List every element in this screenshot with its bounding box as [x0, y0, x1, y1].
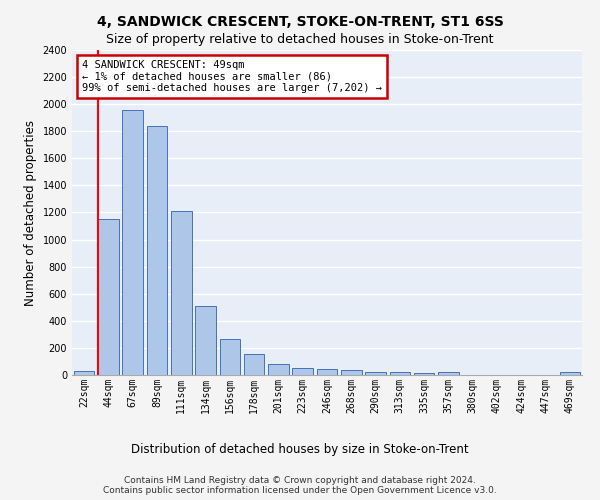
Bar: [146, 126, 167, 375]
Bar: [74, 371, 94, 375]
Bar: [365, 372, 386, 375]
Bar: [171, 211, 191, 375]
Bar: [244, 354, 265, 375]
Text: 4, SANDWICK CRESCENT, STOKE-ON-TRENT, ST1 6SS: 4, SANDWICK CRESCENT, STOKE-ON-TRENT, ST…: [97, 15, 503, 29]
Bar: [195, 306, 216, 375]
Bar: [98, 220, 119, 375]
Bar: [122, 110, 143, 375]
Text: 4 SANDWICK CRESCENT: 49sqm
← 1% of detached houses are smaller (86)
99% of semi-: 4 SANDWICK CRESCENT: 49sqm ← 1% of detac…: [82, 60, 382, 93]
Bar: [341, 370, 362, 375]
Text: Distribution of detached houses by size in Stoke-on-Trent: Distribution of detached houses by size …: [131, 442, 469, 456]
Bar: [414, 373, 434, 375]
Bar: [560, 372, 580, 375]
Y-axis label: Number of detached properties: Number of detached properties: [24, 120, 37, 306]
Bar: [268, 364, 289, 375]
Bar: [389, 372, 410, 375]
Bar: [220, 339, 240, 375]
Bar: [292, 368, 313, 375]
Text: Size of property relative to detached houses in Stoke-on-Trent: Size of property relative to detached ho…: [106, 32, 494, 46]
Text: Contains HM Land Registry data © Crown copyright and database right 2024.
Contai: Contains HM Land Registry data © Crown c…: [103, 476, 497, 495]
Bar: [438, 372, 459, 375]
Bar: [317, 369, 337, 375]
